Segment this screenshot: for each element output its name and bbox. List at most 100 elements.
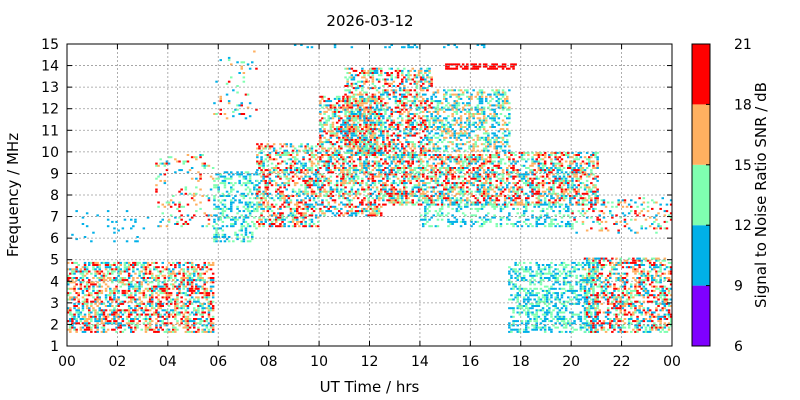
data-point — [478, 154, 482, 156]
data-point — [340, 182, 343, 185]
data-point — [430, 190, 433, 193]
data-point — [377, 78, 381, 81]
data-point — [266, 154, 270, 156]
data-point — [329, 104, 333, 107]
data-point — [417, 80, 421, 83]
data-point — [178, 285, 181, 288]
data-point — [199, 305, 202, 307]
data-point — [451, 167, 454, 169]
data-point — [449, 203, 452, 206]
data-point — [476, 171, 480, 174]
data-point — [221, 229, 225, 232]
data-point — [176, 320, 179, 323]
data-point — [195, 210, 198, 213]
data-point — [405, 160, 408, 163]
data-point — [121, 279, 125, 282]
data-point — [415, 154, 419, 156]
data-point — [482, 171, 486, 174]
data-point — [205, 266, 209, 269]
data-point — [419, 121, 423, 124]
data-point — [317, 186, 320, 189]
data-point — [308, 214, 312, 217]
data-point — [426, 76, 429, 79]
data-point — [356, 192, 360, 195]
data-point — [367, 210, 370, 213]
data-point — [195, 270, 198, 273]
data-point — [401, 74, 404, 77]
data-point — [354, 141, 358, 144]
data-point — [344, 192, 347, 195]
data-point — [390, 126, 393, 128]
data-point — [487, 203, 490, 206]
data-point — [132, 279, 135, 282]
data-point — [369, 100, 372, 103]
data-point — [201, 268, 204, 271]
data-point — [85, 212, 89, 215]
data-point — [258, 145, 261, 148]
data-point — [272, 147, 276, 150]
data-point — [398, 201, 402, 204]
data-point — [319, 156, 322, 159]
data-point — [296, 201, 299, 204]
data-point — [367, 123, 370, 126]
data-point — [331, 156, 335, 159]
data-point — [409, 93, 412, 96]
data-point — [480, 190, 484, 193]
data-point — [138, 285, 141, 288]
data-point — [186, 268, 190, 271]
data-point — [130, 281, 133, 284]
data-point — [172, 311, 175, 314]
data-point — [333, 151, 337, 154]
data-point — [85, 266, 89, 269]
data-point — [242, 113, 246, 115]
data-point — [157, 205, 160, 208]
data-point — [225, 216, 229, 219]
data-point — [321, 164, 324, 167]
data-point — [148, 309, 152, 312]
data-point — [96, 277, 99, 279]
data-point — [127, 326, 131, 329]
data-point — [342, 160, 345, 163]
data-point — [136, 326, 139, 329]
data-point — [338, 173, 341, 176]
data-point — [73, 322, 76, 325]
data-point — [354, 93, 358, 96]
data-point — [344, 158, 347, 161]
data-point — [354, 169, 358, 172]
data-point — [153, 277, 156, 279]
data-point — [417, 108, 421, 111]
data-point — [342, 192, 345, 195]
data-point — [346, 117, 349, 120]
data-point — [266, 203, 270, 206]
data-point — [346, 182, 349, 185]
data-point — [190, 330, 194, 333]
data-point — [419, 154, 423, 156]
data-point — [298, 149, 301, 152]
data-point — [144, 281, 148, 284]
data-point — [432, 154, 435, 156]
data-point — [136, 298, 139, 301]
data-point — [268, 158, 272, 161]
data-point — [361, 162, 364, 165]
data-point — [438, 167, 442, 169]
data-point — [348, 195, 351, 197]
data-point — [396, 192, 400, 195]
data-point — [163, 283, 167, 286]
data-point — [277, 171, 280, 174]
data-point — [155, 162, 158, 165]
data-point — [371, 136, 375, 139]
data-point — [174, 285, 177, 288]
data-point — [344, 179, 347, 182]
data-point — [260, 162, 263, 165]
data-point — [119, 330, 122, 333]
data-point — [272, 199, 276, 202]
data-point — [373, 162, 377, 165]
data-point — [197, 328, 200, 331]
data-point — [459, 197, 463, 200]
data-point — [344, 173, 347, 176]
data-point — [283, 197, 286, 200]
data-point — [413, 76, 417, 79]
data-point — [419, 158, 423, 161]
data-point — [157, 294, 160, 297]
data-point — [350, 147, 354, 150]
